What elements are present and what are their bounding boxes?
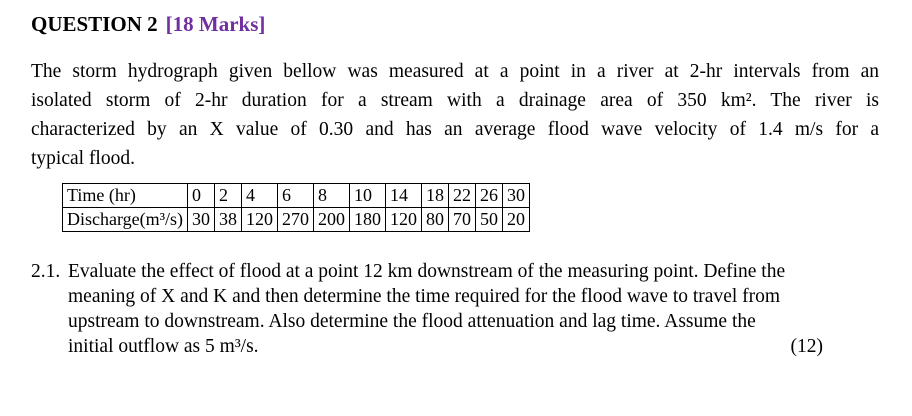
- time-cell: 30: [502, 183, 531, 208]
- time-cell: 0: [187, 183, 216, 208]
- discharge-cell: 20: [502, 207, 531, 232]
- subquestion-line: initial outflow as 5 m³/s.: [68, 336, 259, 357]
- subquestion-score: (12): [790, 336, 824, 357]
- subquestion: 2.1. Evaluate the effect of flood at a p…: [31, 259, 863, 359]
- time-cell: 2: [214, 183, 243, 208]
- time-cell: 10: [349, 183, 387, 208]
- discharge-cell: 200: [313, 207, 351, 232]
- discharge-row: Discharge(m³/s) 30 38 120 270 200 180 12…: [61, 207, 531, 232]
- time-cell: 18: [421, 183, 450, 208]
- intro-paragraph: The storm hydrograph given bellow was me…: [31, 57, 879, 173]
- intro-line: characterized by an X value of 0.30 and …: [31, 119, 879, 140]
- subquestion-line: Evaluate the effect of flood at a point …: [68, 261, 786, 282]
- discharge-cell: 38: [214, 207, 243, 232]
- intro-line: The storm hydrograph given bellow was me…: [31, 61, 879, 82]
- time-cell: 8: [313, 183, 351, 208]
- discharge-cell: 120: [385, 207, 423, 232]
- discharge-cell: 30: [187, 207, 216, 232]
- subquestion-number: 2.1.: [31, 261, 61, 282]
- time-row: Time (hr) 0 2 4 6 8 10 14 18 22 26 30: [61, 183, 531, 208]
- discharge-header-cell: Discharge(m³/s): [61, 207, 189, 232]
- discharge-cell: 120: [241, 207, 279, 232]
- discharge-cell: 70: [448, 207, 477, 232]
- intro-line: isolated storm of 2-hr duration for a st…: [31, 90, 879, 111]
- time-cell: 4: [241, 183, 279, 208]
- question-title: QUESTION 2: [31, 12, 158, 36]
- time-cell: 6: [277, 183, 315, 208]
- time-cell: 22: [448, 183, 477, 208]
- subquestion-body: Evaluate the effect of flood at a point …: [68, 259, 863, 359]
- intro-line: typical flood.: [31, 148, 135, 169]
- time-header-cell: Time (hr): [61, 183, 189, 208]
- discharge-cell: 270: [277, 207, 315, 232]
- time-cell: 26: [475, 183, 504, 208]
- question-heading: QUESTION 2 [18 Marks]: [31, 12, 265, 37]
- discharge-cell: 50: [475, 207, 504, 232]
- question-marks: [18 Marks]: [165, 12, 266, 36]
- time-cell: 14: [385, 183, 423, 208]
- discharge-cell: 180: [349, 207, 387, 232]
- discharge-cell: 80: [421, 207, 450, 232]
- subquestion-line: upstream to downstream. Also determine t…: [68, 311, 756, 332]
- subquestion-line: meaning of X and K and then determine th…: [68, 286, 781, 307]
- hydrograph-table: Time (hr) 0 2 4 6 8 10 14 18 22 26 30 Di…: [61, 183, 531, 232]
